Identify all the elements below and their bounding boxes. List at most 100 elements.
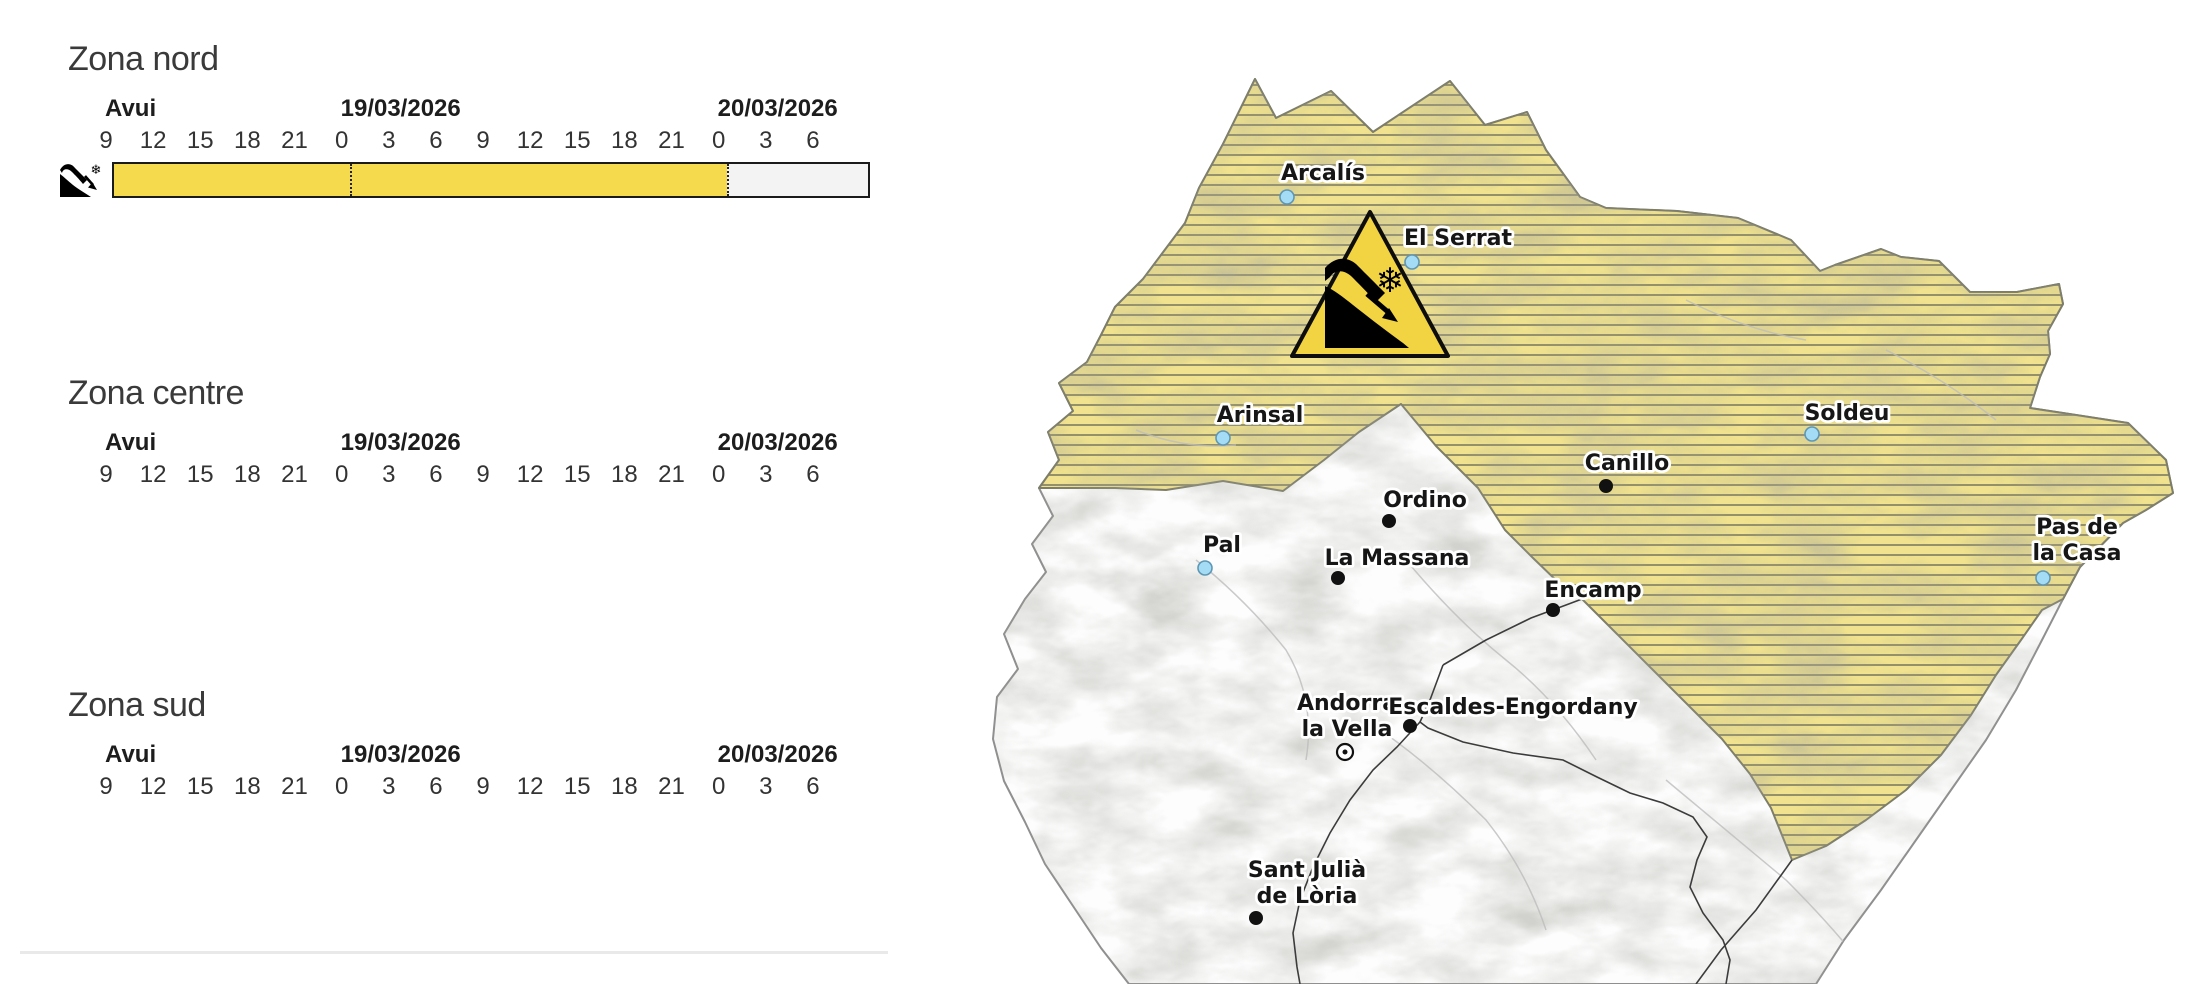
timeline-day-label: 19/03/2026: [340, 95, 461, 122]
tick-label: 21: [281, 127, 308, 154]
town-dot: [1546, 603, 1560, 617]
timeline-tick-row: 9 12 15 18 21 0 3 6 9 12 15 18 21 0 3 6: [0, 773, 960, 803]
map-place-encamp: Encamp: [1542, 575, 1644, 617]
resort-dot: [1404, 254, 1420, 270]
resort-dot: [1197, 560, 1213, 576]
timeline-day-label: 20/03/2026: [717, 741, 838, 768]
map-place-la-massana: La Massana: [1322, 543, 1472, 585]
tick-label: 9: [99, 127, 113, 154]
day-separator-2: [726, 164, 729, 196]
tick-label: 18: [611, 127, 638, 154]
tick-label: 18: [611, 773, 638, 800]
timeline-day-label: Avui: [105, 95, 157, 122]
map-place-label: Canillo: [1585, 451, 1669, 476]
tick-label: 9: [99, 461, 113, 488]
timeline-day-row: Avui 19/03/2026 20/03/2026: [0, 741, 960, 771]
map-place-label: Arinsal: [1217, 403, 1304, 428]
map-place-pal: Pal: [1197, 530, 1244, 576]
map-place-label: Andorra: [1297, 691, 1397, 716]
timeline-day-label: 20/03/2026: [717, 429, 838, 456]
timeline-day-row: Avui 19/03/2026 20/03/2026: [0, 95, 960, 125]
tick-label: 3: [382, 773, 396, 800]
resort-dot: [1279, 189, 1295, 205]
map-place-label: Escaldes-Engordany: [1388, 695, 1637, 720]
tick-label: 21: [658, 773, 685, 800]
warning-active-segment: [114, 164, 727, 196]
snowflake-icon: ❄: [91, 162, 102, 177]
relief-texture: [993, 79, 2173, 984]
resort-dot: [1215, 430, 1231, 446]
map-place-label: Sant Julià: [1248, 858, 1366, 883]
tick-label: 3: [382, 127, 396, 154]
map-place-label: Arcalís: [1281, 161, 1365, 186]
resort-dot: [1804, 426, 1820, 442]
tick-label: 15: [563, 773, 591, 800]
map-place-ordino: Ordino: [1380, 485, 1470, 528]
tick-label: 0: [711, 773, 726, 800]
tick-label: 12: [516, 773, 544, 800]
resort-dot: [2035, 570, 2051, 586]
timeline-day-label: 20/03/2026: [717, 95, 838, 122]
tick-label: 12: [516, 127, 544, 154]
tick-label: 18: [234, 461, 261, 488]
tick-label: 21: [281, 773, 308, 800]
timeline-day-row: Avui 19/03/2026 20/03/2026: [0, 429, 960, 459]
tick-label: 15: [563, 127, 591, 154]
tick-label: 0: [711, 461, 726, 488]
tick-label: 18: [234, 773, 261, 800]
map-place-label: Pas de: [2036, 515, 2118, 540]
map-place-el-serrat: El Serrat: [1401, 223, 1515, 270]
tick-label: 0: [334, 773, 349, 800]
map-place-escaldes-engordany: Escaldes-Engordany: [1386, 692, 1640, 733]
tick-label: 18: [234, 127, 261, 154]
andorra-map: ❄ Arcalís El Serrat Arinsal Pal Ordino La Mas…: [986, 0, 2186, 984]
map-place-label: Encamp: [1544, 578, 1641, 603]
tick-label: 12: [516, 461, 544, 488]
tick-label: 9: [99, 773, 113, 800]
timeline-day-label: 19/03/2026: [340, 741, 461, 768]
tick-label: 15: [563, 461, 591, 488]
capital-marker-dot: [1342, 749, 1348, 755]
day-separator-1: [349, 164, 352, 196]
map-place-arcal-s: Arcalís: [1278, 158, 1368, 205]
tick-label: 15: [186, 773, 214, 800]
tick-label: 6: [806, 127, 820, 154]
town-dot: [1403, 719, 1417, 733]
tick-label: 15: [186, 127, 214, 154]
zone-title-centre: Zona centre: [68, 374, 244, 412]
tick-label: 3: [382, 461, 396, 488]
tick-label: 21: [658, 461, 685, 488]
tick-label: 15: [186, 461, 214, 488]
map-place-label: Soldeu: [1805, 401, 1890, 426]
tick-label: 6: [429, 127, 443, 154]
map-place-label: la Casa: [2033, 541, 2122, 566]
parish-boundaries: [1292, 598, 1793, 984]
map-place-label: El Serrat: [1404, 226, 1513, 251]
map-place-arinsal: Arinsal: [1214, 400, 1306, 446]
map-place-canillo: Canillo: [1582, 448, 1672, 493]
tick-label: 3: [759, 461, 773, 488]
tick-label: 0: [334, 127, 349, 154]
zone-block-centre: Zona centre Avui 19/03/2026 20/03/2026 9 12…: [0, 374, 960, 614]
map-place-soldeu: Soldeu: [1802, 398, 1892, 442]
timeline-day-label: 19/03/2026: [340, 429, 461, 456]
tick-label: 0: [711, 127, 726, 154]
zone-title-sud: Zona sud: [68, 686, 206, 724]
timeline-day-label: Avui: [105, 429, 157, 456]
zone-title-nord: Zona nord: [68, 40, 219, 78]
map-place-label: de Lòria: [1257, 884, 1358, 909]
map-place-label: Ordino: [1383, 488, 1467, 513]
zone-block-sud: Zona sud Avui 19/03/2026 20/03/2026 9 12 15 1…: [0, 686, 960, 926]
zone-block-nord: Zona nord Avui 19/03/2026 20/03/2026 9 12 15…: [0, 40, 960, 280]
avalanche-icon: ❄: [60, 162, 102, 197]
map-place-label: La Massana: [1325, 546, 1470, 571]
tick-label: 21: [281, 461, 308, 488]
tick-label: 12: [139, 773, 167, 800]
tick-label: 3: [759, 773, 773, 800]
tick-label: 6: [806, 461, 820, 488]
town-dot: [1249, 911, 1263, 925]
map-place-label: Pal: [1203, 533, 1241, 558]
